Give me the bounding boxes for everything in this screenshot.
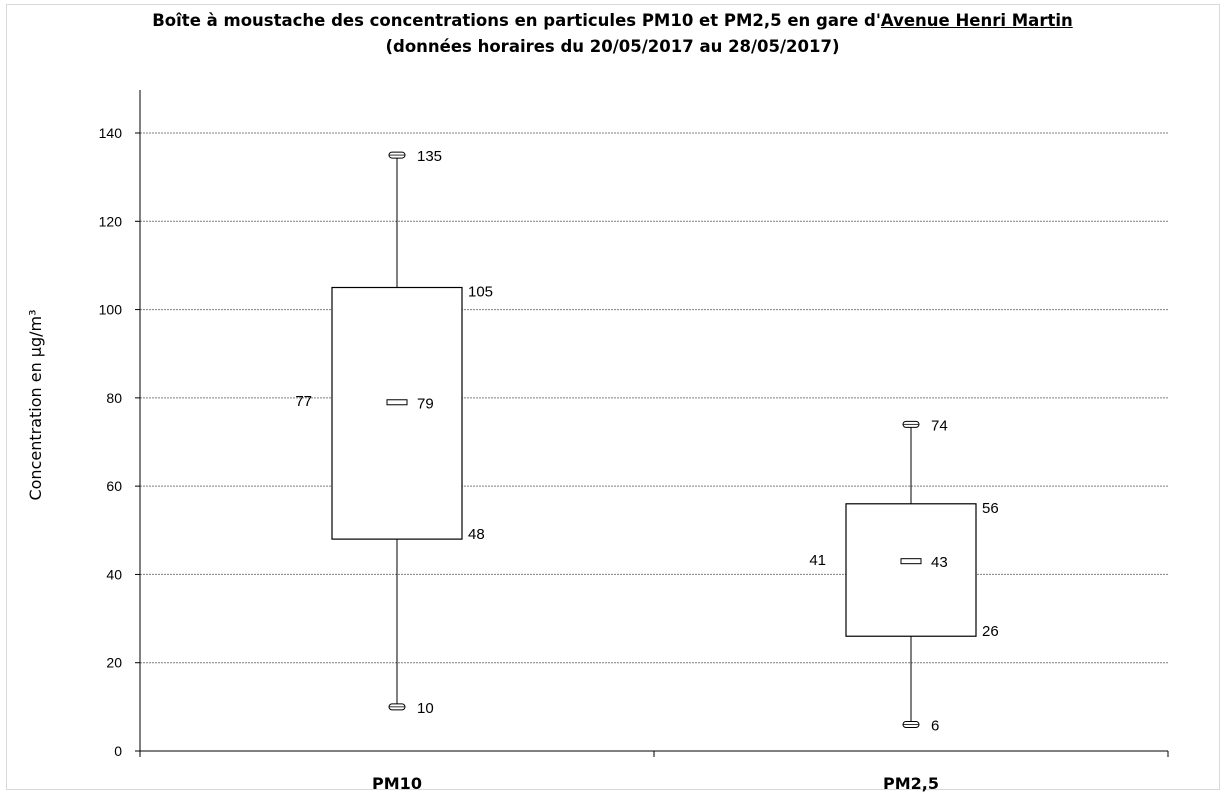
y-tick-label: 120: [99, 213, 123, 229]
q1-value-label: 26: [982, 623, 999, 640]
y-axis-label: Concentration en µg/m³: [26, 309, 45, 500]
box-iqr: [845, 503, 977, 637]
x-category-label: PM2,5: [883, 774, 939, 793]
grid-lines: [140, 132, 1168, 664]
median-value-label: 41: [809, 552, 826, 569]
max-value-label: 135: [417, 148, 442, 165]
chart-title: Boîte à moustache des concentrations en …: [0, 8, 1225, 60]
q3-value-label: 56: [982, 500, 999, 517]
max-value-label: 74: [931, 417, 948, 434]
chart-title-prefix: Boîte à moustache des concentrations en …: [152, 11, 881, 30]
chart-title-station: Avenue Henri Martin: [880, 11, 1073, 30]
box-iqr: [331, 286, 463, 540]
box-group: 135 10 105 48 79 77: [295, 148, 493, 717]
median-value-label: 77: [295, 393, 312, 410]
mean-marker: [386, 399, 408, 406]
q1-value-label: 48: [468, 526, 485, 543]
mean-value-label: 43: [931, 554, 948, 571]
min-value-label: 6: [931, 718, 939, 735]
x-category-label: PM10: [372, 774, 422, 793]
box-group: 74 6 56 26 43 41: [809, 417, 998, 734]
y-tick-label: 100: [99, 302, 123, 318]
min-value-label: 10: [417, 700, 434, 717]
y-tick-label: 20: [106, 655, 122, 671]
chart-title-line-2: (données horaires du 20/05/2017 au 28/05…: [385, 37, 840, 56]
chart-title-line-1: Boîte à moustache des concentrations en …: [0, 8, 1225, 34]
boxes: 135 10 105 48 79 77 74 6 56 26 43 41: [295, 148, 998, 734]
y-tick-label: 140: [99, 125, 123, 141]
chart-frame: [6, 4, 1220, 790]
mean-marker: [900, 558, 922, 565]
y-tick-label: 0: [114, 743, 122, 759]
q3-value-label: 105: [468, 284, 493, 301]
mean-value-label: 79: [417, 395, 434, 412]
y-tick-label: 80: [106, 390, 122, 406]
y-tick-label: 40: [106, 566, 122, 582]
y-tick-label: 60: [106, 478, 122, 494]
axes: 0 20 40 60 80 100 120 140 PM10 PM2,5: [99, 90, 1169, 793]
